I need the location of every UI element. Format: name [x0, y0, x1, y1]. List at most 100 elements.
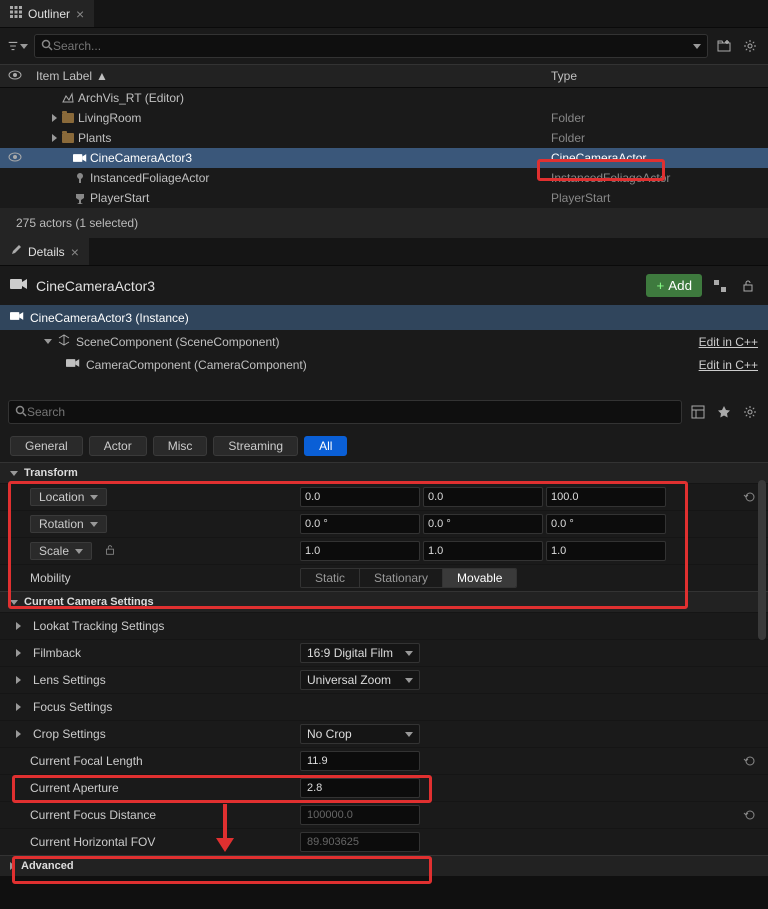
scale-dropdown[interactable]: Scale: [30, 542, 92, 560]
details-search-input[interactable]: [27, 405, 675, 419]
column-item-label[interactable]: Item Label ▲: [0, 69, 545, 83]
chevron-right-icon: [10, 862, 15, 870]
filter-pill-streaming[interactable]: Streaming: [213, 436, 298, 456]
category-filter-row: General Actor MiscStreaming All: [0, 430, 768, 462]
z-input[interactable]: [546, 514, 666, 534]
settings-button[interactable]: [740, 402, 760, 422]
tree-item-type: Folder: [551, 111, 585, 125]
tree-row[interactable]: PlayerStart PlayerStart: [0, 188, 768, 208]
z-input[interactable]: [546, 541, 666, 561]
x-input[interactable]: [300, 487, 420, 507]
crop-dropdown[interactable]: No Crop: [300, 724, 420, 744]
tree-row[interactable]: LivingRoom Folder: [0, 108, 768, 128]
details-tab-bar: Details ×: [0, 238, 768, 266]
lock-button[interactable]: [738, 276, 758, 296]
focal-length-row: Current Focal Length: [0, 747, 768, 774]
aperture-input[interactable]: [300, 778, 420, 798]
x-input[interactable]: [300, 514, 420, 534]
outliner-toolbar: [0, 28, 768, 64]
transform-section-header[interactable]: Transform: [0, 462, 768, 483]
focus-distance-input: [300, 805, 420, 825]
rotation-dropdown[interactable]: Rotation: [30, 515, 107, 533]
tree-item-label: CineCameraActor3: [88, 151, 192, 165]
tree-item-label: PlayerStart: [88, 191, 149, 205]
details-search[interactable]: [8, 400, 682, 424]
filter-pill-general[interactable]: General: [10, 436, 83, 456]
plus-icon: +: [656, 278, 664, 293]
chevron-down-icon[interactable]: [693, 44, 701, 49]
details-tab[interactable]: Details ×: [0, 238, 89, 265]
edit-cpp-link[interactable]: Edit in C++: [699, 335, 758, 349]
lens-row: Lens Settings Universal Zoom: [0, 666, 768, 693]
column-type[interactable]: Type: [545, 69, 768, 83]
lookat-row[interactable]: Lookat Tracking Settings: [0, 612, 768, 639]
tree-item-type: InstancedFoliageActor: [551, 171, 670, 185]
eye-icon[interactable]: [8, 151, 22, 165]
tree-row[interactable]: InstancedFoliageActorInstancedFoliageAct…: [0, 168, 768, 188]
tree-item-label: ArchVis_RT (Editor): [76, 91, 184, 105]
y-input[interactable]: [423, 541, 543, 561]
chevron-down-icon: [44, 339, 52, 344]
reset-button[interactable]: [732, 808, 768, 822]
focus-distance-row: Current Focus Distance: [0, 801, 768, 828]
component-label: SceneComponent (SceneComponent): [76, 335, 279, 349]
tree-item-type: CineCameraActor: [551, 151, 646, 165]
filter-menu-button[interactable]: [8, 36, 28, 56]
expand-icon[interactable]: [48, 111, 60, 125]
foliage-icon: [72, 172, 88, 184]
transform-section: Location Rotation Scale Mobility StaticS…: [0, 483, 768, 591]
y-input[interactable]: [423, 487, 543, 507]
mobility-segmented[interactable]: StaticStationaryMovable: [300, 568, 517, 588]
mobility-static[interactable]: Static: [301, 569, 360, 587]
new-folder-button[interactable]: [714, 36, 734, 56]
folder-icon: [60, 113, 76, 123]
outliner-tab-bar: Outliner ×: [0, 0, 768, 28]
outliner-search[interactable]: [34, 34, 708, 58]
component-row[interactable]: SceneComponent (SceneComponent) Edit in C…: [0, 330, 768, 353]
add-component-button[interactable]: + Add: [646, 274, 702, 297]
scrollbar[interactable]: [758, 480, 766, 640]
location-dropdown[interactable]: Location: [30, 488, 107, 506]
component-label: CameraComponent (CameraComponent): [86, 358, 307, 372]
filter-pill-misc[interactable]: Misc: [153, 436, 208, 456]
outliner-search-input[interactable]: [53, 39, 693, 53]
mobility-row: Mobility StaticStationaryMovable: [0, 564, 768, 591]
view-options-button[interactable]: [688, 402, 708, 422]
component-row[interactable]: CameraComponent (CameraComponent) Edit in…: [0, 353, 768, 376]
tree-row[interactable]: PlantsFolder: [0, 128, 768, 148]
filmback-dropdown[interactable]: 16:9 Digital Film: [300, 643, 420, 663]
camera-icon: [66, 357, 80, 372]
eye-icon[interactable]: [8, 69, 22, 83]
tree-row[interactable]: ArchVis_RT (Editor): [0, 88, 768, 108]
details-header: CineCameraActor3 + Add: [0, 266, 768, 305]
hfov-row: Current Horizontal FOV: [0, 828, 768, 855]
tree-row[interactable]: CineCameraActor3 CineCameraActor: [0, 148, 768, 168]
settings-button[interactable]: [740, 36, 760, 56]
camera-section-header[interactable]: Current Camera Settings: [0, 591, 768, 612]
filter-pill-all[interactable]: All: [304, 436, 347, 456]
close-icon[interactable]: ×: [71, 244, 79, 260]
filter-pill-actor[interactable]: Actor: [89, 436, 147, 456]
reset-button[interactable]: [732, 754, 768, 768]
mobility-movable[interactable]: Movable: [443, 569, 516, 587]
advanced-section-header[interactable]: Advanced: [0, 855, 768, 876]
focal-length-input[interactable]: [300, 751, 420, 771]
lens-dropdown[interactable]: Universal Zoom: [300, 670, 420, 690]
y-input[interactable]: [423, 514, 543, 534]
outliner-tab[interactable]: Outliner ×: [0, 0, 94, 27]
close-icon[interactable]: ×: [76, 6, 84, 22]
expand-icon[interactable]: [48, 131, 60, 145]
z-input[interactable]: [546, 487, 666, 507]
sort-asc-icon: ▲: [96, 69, 108, 83]
focus-settings-row[interactable]: Focus Settings: [0, 693, 768, 720]
browse-button[interactable]: [710, 276, 730, 296]
mobility-stationary[interactable]: Stationary: [360, 569, 443, 587]
edit-cpp-link[interactable]: Edit in C++: [699, 358, 758, 372]
favorites-button[interactable]: [714, 402, 734, 422]
instance-bar[interactable]: CineCameraActor3 (Instance): [0, 305, 768, 330]
tree-item-type: PlayerStart: [551, 191, 610, 205]
camera-icon: [10, 277, 28, 294]
lock-icon[interactable]: [104, 544, 116, 559]
tree-item-label: LivingRoom: [76, 111, 141, 125]
x-input[interactable]: [300, 541, 420, 561]
